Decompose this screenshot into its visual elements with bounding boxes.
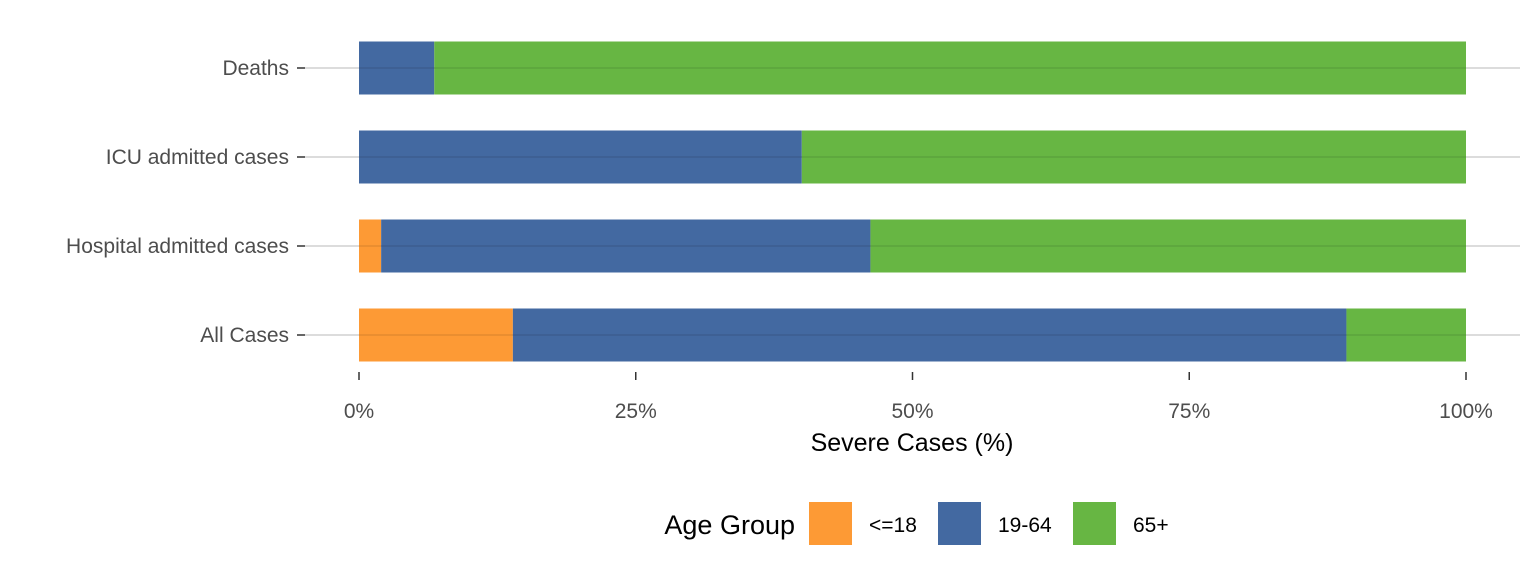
- category-label: All Cases: [200, 324, 289, 347]
- legend-key: [1073, 502, 1116, 545]
- legend-label: <=18: [869, 514, 917, 537]
- bar-segment: [512, 308, 1347, 362]
- category-label: Hospital admitted cases: [66, 235, 289, 258]
- category-label: ICU admitted cases: [106, 146, 289, 169]
- bar-segment: [1346, 308, 1466, 362]
- x-tick-label: 0%: [344, 400, 374, 423]
- category-label: Deaths: [222, 57, 289, 80]
- bar-segment: [359, 130, 802, 184]
- bar-segment: [801, 130, 1466, 184]
- x-tick-label: 75%: [1168, 400, 1210, 423]
- x-tick-label: 50%: [891, 400, 933, 423]
- bar-segment: [381, 219, 871, 273]
- legend-key: [809, 502, 852, 545]
- legend-title: Age Group: [664, 510, 795, 540]
- legend-label: 19-64: [998, 514, 1052, 537]
- bar-segment: [434, 41, 1466, 95]
- bar-segment: [870, 219, 1466, 273]
- bar-segment: [359, 219, 382, 273]
- x-tick-label: 100%: [1439, 400, 1493, 423]
- x-axis-title: Severe Cases (%): [811, 429, 1014, 457]
- bar-segment: [359, 41, 435, 95]
- x-tick-label: 25%: [615, 400, 657, 423]
- bar-segment: [359, 308, 513, 362]
- legend-key: [938, 502, 981, 545]
- legend-label: 65+: [1133, 514, 1169, 537]
